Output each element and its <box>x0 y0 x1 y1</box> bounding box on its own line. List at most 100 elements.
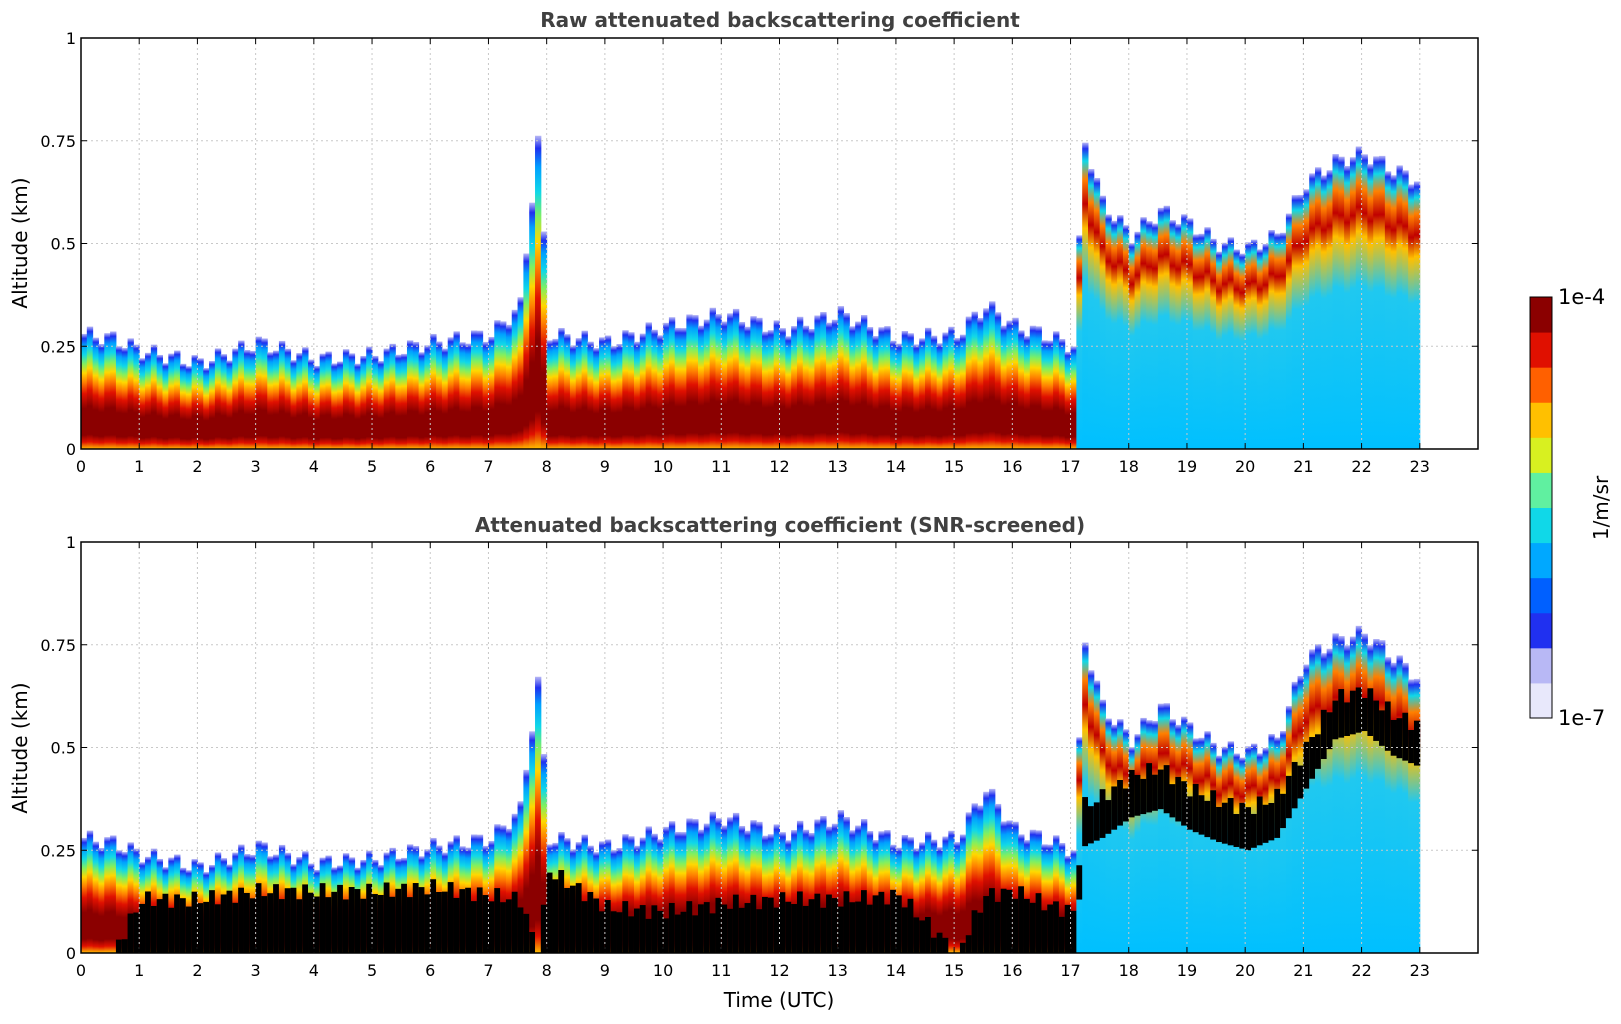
x-tick-label: 6 <box>425 457 435 476</box>
screened-core <box>767 897 775 953</box>
profile-column <box>610 850 618 953</box>
profile-column <box>1355 625 1363 953</box>
profile-column <box>366 346 373 449</box>
screened-core <box>1152 774 1159 811</box>
profile-column <box>337 361 344 449</box>
profile-column <box>104 837 111 953</box>
profile-column <box>1023 336 1031 449</box>
screened-core <box>156 899 163 953</box>
screened-core <box>692 915 699 953</box>
screened-core <box>1012 898 1019 953</box>
profile-column <box>1210 742 1217 953</box>
screened-core <box>837 906 845 953</box>
x-tick-label: 4 <box>309 961 319 980</box>
profile-column <box>348 353 356 449</box>
screened-core <box>936 932 943 953</box>
colorbar-swatch <box>1530 402 1552 438</box>
profile-column <box>1250 743 1258 953</box>
profile-column <box>715 818 722 953</box>
profile-column <box>622 834 629 953</box>
profile-column <box>1338 636 1345 953</box>
profile-column <box>505 828 513 953</box>
profile-column <box>1198 233 1205 449</box>
profile-column <box>994 312 1002 449</box>
profile-column <box>1117 719 1124 953</box>
profile-column <box>686 818 693 953</box>
screened-core <box>238 887 245 953</box>
profile-column <box>581 834 588 953</box>
profile-column <box>1332 633 1339 953</box>
profile-column <box>535 676 542 953</box>
profile-column <box>989 788 996 953</box>
screened-core <box>849 902 856 953</box>
y-tick-label: 0.5 <box>51 235 76 254</box>
screened-core <box>826 894 833 953</box>
screened-core <box>395 888 402 953</box>
profile-column <box>936 343 943 449</box>
x-tick-label: 18 <box>1119 961 1139 980</box>
y-tick-label: 0.75 <box>40 636 76 655</box>
profile-column <box>412 341 420 449</box>
profile-column <box>1250 239 1258 449</box>
profile-column <box>267 352 274 449</box>
profile-column <box>773 320 780 449</box>
screened-core <box>1361 698 1368 732</box>
x-tick-label: 8 <box>542 961 552 980</box>
screened-core <box>709 913 716 953</box>
profile-column <box>511 309 519 449</box>
screened-core <box>1169 784 1176 818</box>
screened-core <box>1338 689 1345 738</box>
colorbar-swatch <box>1530 437 1552 473</box>
screened-core <box>546 872 553 953</box>
profile-column <box>965 316 973 449</box>
screened-core <box>1076 865 1083 900</box>
profile-column <box>855 321 862 449</box>
profile-column <box>907 333 914 449</box>
screened-core <box>308 892 315 953</box>
colorbar-swatch <box>1530 332 1552 368</box>
screened-core <box>278 899 286 953</box>
profile-column <box>1227 237 1235 449</box>
screened-core <box>273 884 280 953</box>
profile-column <box>826 826 833 953</box>
profile-column <box>1355 146 1363 449</box>
profile-column <box>750 316 757 449</box>
profile-column <box>1227 741 1235 953</box>
profile-column <box>529 202 536 449</box>
profile-column <box>110 331 117 449</box>
profile-column <box>115 850 123 953</box>
profile-column <box>1291 195 1299 449</box>
profile-column <box>1384 171 1392 449</box>
profile-column <box>1029 325 1037 449</box>
screened-core <box>901 907 909 953</box>
y-tick-label: 1 <box>66 29 76 48</box>
screened-core <box>587 891 594 953</box>
profile-column <box>209 361 216 449</box>
profile-column <box>500 825 507 953</box>
profile-column <box>785 336 792 449</box>
screened-core <box>1099 789 1106 838</box>
profile-column <box>273 350 280 449</box>
x-tick-label: 8 <box>542 457 552 476</box>
screened-core <box>494 888 501 953</box>
screened-core <box>1396 718 1403 759</box>
profile-column <box>488 336 495 449</box>
screened-core <box>744 903 751 953</box>
screened-core <box>1320 709 1328 760</box>
profile-column <box>325 351 332 449</box>
screened-core <box>622 901 629 953</box>
profile-column <box>517 801 524 953</box>
profile-column <box>802 325 810 449</box>
x-tick-label: 7 <box>483 961 493 980</box>
x-tick-label: 2 <box>192 961 202 980</box>
raw-gridlines <box>81 38 1478 449</box>
profile-column <box>651 329 658 449</box>
profile-column <box>1053 331 1060 449</box>
profile-column <box>744 830 751 953</box>
x-tick-label: 9 <box>600 457 610 476</box>
profile-column <box>1192 234 1200 449</box>
profile-column <box>133 344 140 449</box>
screened-core <box>372 894 379 953</box>
screened-core <box>500 902 507 953</box>
profile-column <box>732 308 740 449</box>
